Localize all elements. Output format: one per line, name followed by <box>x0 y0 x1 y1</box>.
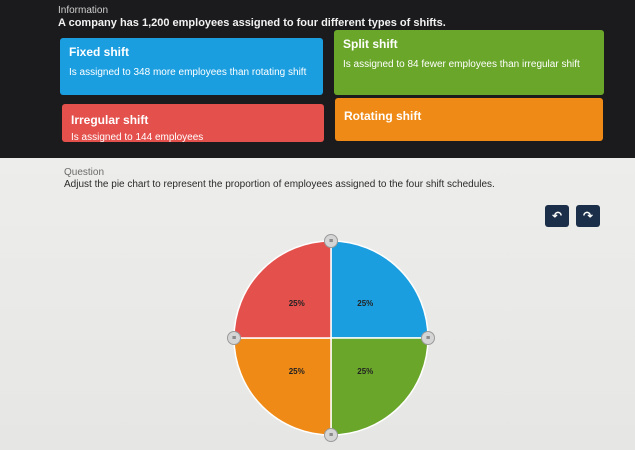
undo-button[interactable]: ↶ <box>545 205 569 227</box>
split-shift-desc: Is assigned to 84 fewer employees than i… <box>343 59 580 70</box>
question-heading: Question <box>64 167 105 178</box>
split-shift-title: Split shift <box>343 37 398 51</box>
irregular-shift-desc: Is assigned to 144 employees <box>71 132 204 143</box>
information-heading: Information <box>58 5 109 16</box>
pie-chart-svg[interactable] <box>220 232 442 444</box>
information-panel: Information A company has 1,200 employee… <box>0 0 635 158</box>
pie-slice-label: 25% <box>288 298 305 308</box>
pie-drag-handle[interactable]: ≡ <box>324 428 338 442</box>
pie-slice-label: 25% <box>357 298 374 308</box>
pie-slice-label: 25% <box>288 367 305 377</box>
rotating-shift-card: Rotating shift <box>335 98 603 141</box>
pie-slice-rotating[interactable] <box>233 337 332 436</box>
redo-icon: ↷ <box>582 209 594 223</box>
question-text: Adjust the pie chart to represent the pr… <box>64 179 495 190</box>
pie-drag-handle[interactable]: ≡ <box>324 234 338 248</box>
irregular-shift-title: Irregular shift <box>71 113 149 127</box>
information-text: A company has 1,200 employees assigned t… <box>58 17 446 29</box>
pie-slice-label: 25% <box>357 367 374 377</box>
pie-drag-handle[interactable]: ≡ <box>227 331 241 345</box>
fixed-shift-title: Fixed shift <box>69 45 130 59</box>
fixed-shift-card: Fixed shift Is assigned to 348 more empl… <box>60 38 323 95</box>
redo-button[interactable]: ↷ <box>576 205 600 227</box>
rotating-shift-title: Rotating shift <box>344 109 422 123</box>
undo-icon: ↶ <box>551 209 563 223</box>
fixed-shift-desc: Is assigned to 348 more employees than r… <box>69 67 307 78</box>
pie-slice-irregular[interactable] <box>233 240 332 339</box>
split-shift-card: Split shift Is assigned to 84 fewer empl… <box>334 30 604 95</box>
pie-slice-split[interactable] <box>330 337 429 436</box>
pie-slice-fixed[interactable] <box>330 240 429 339</box>
question-panel: Question Adjust the pie chart to represe… <box>0 158 635 450</box>
pie-drag-handle[interactable]: ≡ <box>421 331 435 345</box>
irregular-shift-card: Irregular shift Is assigned to 144 emplo… <box>62 104 324 143</box>
pie-chart[interactable]: 25% 25% 25% 25% ≡ ≡ ≡ ≡ <box>220 232 442 444</box>
